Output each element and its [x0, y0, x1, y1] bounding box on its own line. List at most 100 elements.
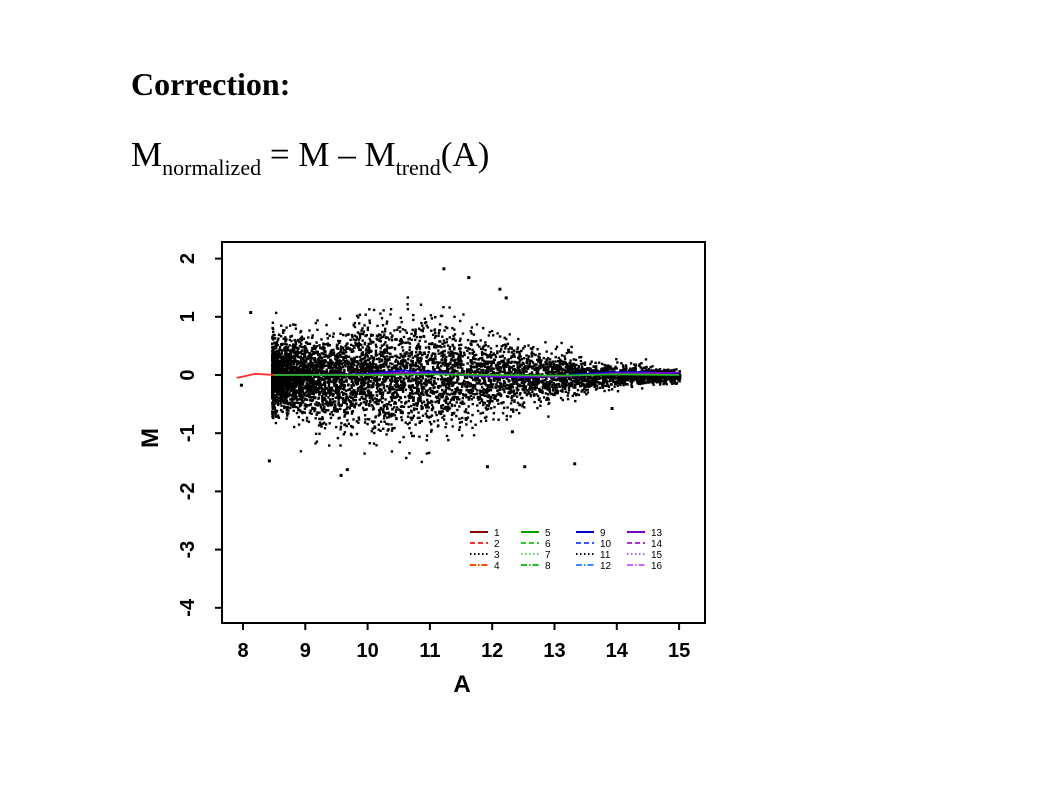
scatter-point — [503, 336, 506, 340]
scatter-point — [604, 368, 608, 372]
scatter-point — [316, 352, 319, 355]
scatter-point — [355, 378, 358, 381]
scatter-point — [554, 347, 558, 351]
scatter-point — [568, 364, 571, 368]
scatter-point — [317, 363, 320, 366]
scatter-point — [416, 357, 420, 360]
scatter-point — [310, 353, 313, 356]
scatter-point — [451, 327, 454, 330]
scatter-point — [274, 390, 278, 393]
scatter-point — [567, 377, 571, 380]
scatter-point — [339, 425, 343, 428]
scatter-point — [438, 410, 441, 413]
scatter-point — [399, 409, 402, 412]
scatter-point — [274, 342, 277, 345]
scatter-point — [447, 408, 450, 411]
scatter-point — [453, 348, 456, 351]
scatter-point — [518, 383, 522, 387]
scatter-point — [384, 336, 388, 339]
scatter-point — [536, 406, 539, 410]
scatter-point — [314, 417, 317, 420]
scatter-point — [314, 360, 317, 364]
scatter-point — [330, 367, 334, 370]
scatter-point — [366, 328, 369, 331]
scatter-point — [402, 378, 405, 381]
scatter-point — [648, 380, 652, 384]
scatter-point — [434, 331, 437, 335]
scatter-point — [599, 386, 602, 389]
scatter-point — [329, 380, 333, 383]
scatter-point — [571, 369, 574, 372]
scatter-point — [464, 417, 467, 420]
scatter-point — [430, 374, 433, 378]
scatter-point — [517, 337, 520, 341]
scatter-point — [460, 420, 463, 424]
scatter-point — [463, 376, 467, 379]
scatter-point — [285, 417, 288, 420]
scatter-point — [339, 350, 342, 354]
scatter-point — [607, 376, 611, 380]
scatter-point — [393, 374, 396, 378]
scatter-point — [504, 347, 507, 350]
scatter-point — [364, 313, 367, 316]
scatter-point — [479, 420, 483, 423]
scatter-point — [567, 351, 570, 354]
scatter-point — [540, 389, 543, 392]
scatter-point — [545, 350, 548, 353]
scatter-point — [448, 393, 451, 396]
scatter-point — [372, 385, 375, 388]
scatter-point — [531, 388, 534, 391]
scatter-point — [349, 402, 353, 405]
scatter-point — [325, 400, 328, 404]
scatter-point — [468, 352, 471, 355]
scatter-point — [517, 350, 521, 354]
scatter-point — [285, 351, 288, 354]
scatter-point — [473, 340, 476, 343]
scatter-point — [594, 388, 598, 391]
scatter-point — [357, 379, 360, 383]
scatter-point — [515, 361, 518, 364]
scatter-point — [434, 316, 437, 319]
scatter-point — [275, 409, 279, 413]
scatter-point — [448, 354, 451, 357]
scatter-point — [496, 366, 500, 369]
scatter-point — [323, 370, 327, 373]
scatter-point — [498, 378, 501, 382]
scatter-point — [449, 377, 453, 380]
scatter-point — [276, 414, 280, 417]
scatter-point — [273, 337, 277, 340]
scatter-point — [510, 351, 513, 354]
scatter-point — [533, 394, 536, 397]
scatter-point — [385, 433, 388, 436]
scatter-point — [489, 350, 493, 354]
scatter-point — [403, 366, 406, 370]
scatter-point — [484, 343, 487, 347]
scatter-point — [541, 373, 544, 376]
scatter-point — [311, 380, 315, 383]
scatter-point — [398, 339, 402, 343]
scatter-point — [391, 334, 394, 337]
scatter-point — [287, 349, 290, 352]
scatter-point — [391, 413, 394, 416]
scatter-point — [303, 407, 307, 410]
scatter-point — [379, 398, 382, 401]
scatter-point — [321, 359, 324, 362]
scatter-point — [425, 405, 429, 408]
scatter-point — [385, 364, 388, 367]
scatter-point — [299, 393, 302, 397]
scatter-point — [502, 344, 505, 347]
scatter-point — [361, 357, 364, 361]
scatter-point — [461, 396, 464, 400]
scatter-point — [577, 366, 581, 369]
scatter-point — [407, 341, 410, 344]
scatter-point — [511, 354, 514, 357]
scatter-point — [343, 349, 346, 352]
scatter-point — [487, 407, 490, 410]
scatter-point — [358, 398, 361, 401]
scatter-point — [483, 344, 486, 348]
scatter-point — [273, 388, 277, 392]
scatter-point — [446, 366, 449, 369]
scatter-point — [463, 382, 466, 386]
scatter-point — [327, 366, 331, 369]
scatter-point — [522, 386, 526, 389]
